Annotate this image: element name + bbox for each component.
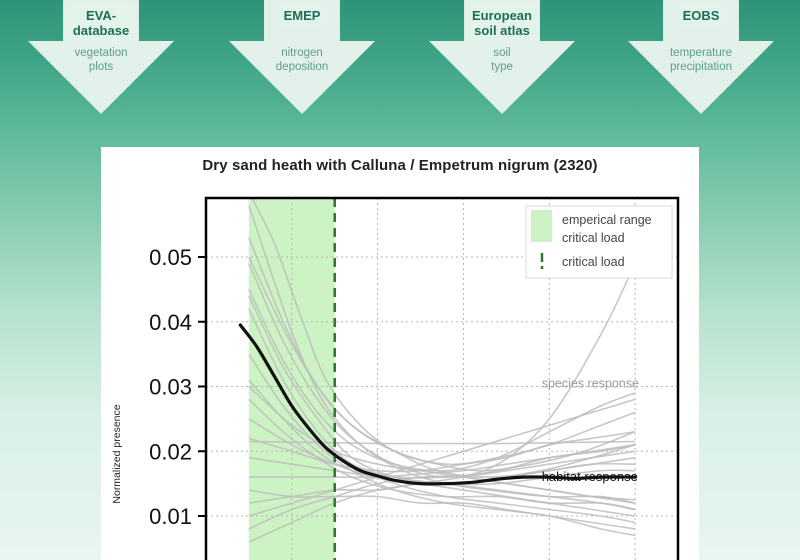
species-response-annotation: species response [542, 376, 639, 390]
y-tick-label: 0.01 [149, 504, 192, 529]
y-axis-label: Normalized presence [111, 404, 123, 503]
chart-card: Dry sand heath with Calluna / Empetrum n… [101, 147, 699, 560]
y-tick-label: 0.03 [149, 375, 192, 400]
species-response-line [248, 237, 636, 478]
source-arrow-soil-atlas: European soil atlas soil type [429, 0, 575, 114]
species-response-line [248, 450, 636, 543]
species-response-line [248, 398, 636, 517]
source-title: EVA- database [66, 4, 136, 42]
source-subtitle: nitrogen deposition [275, 47, 329, 73]
legend-range-label: critical load [562, 231, 625, 245]
species-response-line [248, 440, 636, 445]
habitat-response-chart: 0.01 0.02 0.03 0.04 0.05 species response hab… [111, 196, 680, 560]
source-arrow-eobs: EOBS temperature precipitation [628, 0, 774, 114]
y-tick-label: 0.02 [149, 439, 192, 464]
source-subtitle: soil type [491, 47, 513, 73]
legend-range-label: emperical range [562, 213, 652, 227]
source-arrow-eva: EVA- database vegetation plots [28, 0, 174, 114]
legend-critical-label: critical load [562, 255, 625, 269]
source-subtitle: vegetation plots [74, 47, 128, 73]
species-response-line [248, 256, 636, 466]
species-response-line [248, 308, 636, 524]
legend-range-swatch [531, 210, 552, 242]
plot-frame [204, 196, 680, 560]
species-response-line [248, 353, 636, 537]
species-response-line [248, 444, 636, 479]
source-subtitle: temperature precipitation [669, 47, 732, 73]
source-title: European soil atlas [466, 4, 538, 42]
habitat-response-line [238, 323, 637, 486]
source-title: EMEP [277, 4, 327, 27]
species-response-line [248, 295, 636, 511]
species-response-line [248, 289, 636, 472]
source-title: EOBS [676, 4, 726, 27]
species-response-line [248, 398, 636, 511]
species-response-line [248, 456, 636, 517]
y-tick-label: 0.04 [149, 310, 192, 335]
y-tick-label: 0.05 [149, 245, 192, 270]
species-response-line [248, 431, 636, 473]
source-arrow-emep: EMEP nitrogen deposition [229, 0, 375, 114]
species-response-line [248, 385, 636, 501]
chart-title: Dry sand heath with Calluna / Empetrum n… [202, 157, 598, 174]
habitat-response-annotation: habitat response [542, 469, 638, 484]
